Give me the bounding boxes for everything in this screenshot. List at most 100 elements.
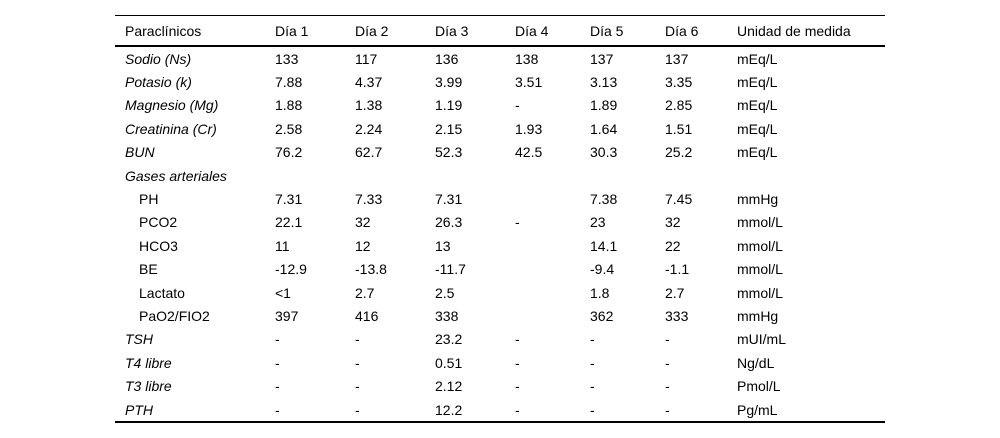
cell-day-6: - — [665, 354, 670, 371]
cell-day-4: 42.5 — [515, 144, 543, 161]
cell-day-5: 23 — [590, 214, 606, 231]
cell-day-6: 1.51 — [665, 120, 693, 137]
cell-day-5 — [590, 164, 665, 187]
cell-day-1: - — [275, 378, 280, 395]
row-label: Gases arteriales — [125, 167, 227, 184]
cell-day-1: 2.58 — [275, 120, 303, 137]
table-row: Potasio (k) 7.88 4.37 3.99 3.51 3.13 3.35 mEq/L — [115, 70, 885, 93]
cell-unit: Pg/mL — [737, 401, 778, 418]
cell-day-5: 1.8 — [590, 284, 610, 301]
table-row: HCO3 11 12 13 14.1 22 mmol/L — [115, 234, 885, 257]
cell-day-6: 137 — [665, 50, 689, 67]
cell-day-2: 1.38 — [355, 97, 383, 114]
cell-day-4: 1.93 — [515, 120, 543, 137]
cell-day-3: 12.2 — [435, 401, 463, 418]
cell-day-3: 13 — [435, 237, 451, 254]
row-label: T3 libre — [125, 378, 172, 395]
cell-unit: mEq/L — [737, 120, 778, 137]
cell-day-6: 25.2 — [665, 144, 693, 161]
cell-day-1: 22.1 — [275, 214, 303, 231]
cell-day-2 — [355, 164, 435, 187]
table-row: BUN 76.2 62.7 52.3 42.5 30.3 25.2 mEq/L — [115, 141, 885, 164]
cell-day-4: - — [515, 214, 520, 231]
cell-day-2: - — [355, 401, 360, 418]
table-row: PCO2 22.1 32 26.3 - 23 32 mmol/L — [115, 211, 885, 234]
row-label: BUN — [125, 144, 155, 161]
cell-day-3: -11.7 — [435, 261, 466, 278]
cell-day-3: 338 — [435, 307, 459, 324]
cell-day-4 — [515, 187, 590, 210]
cell-day-4: - — [515, 401, 520, 418]
table-row: T3 libre - - 2.12 - - - Pmol/L — [115, 374, 885, 397]
cell-unit: Pmol/L — [737, 378, 781, 395]
table-row: BE -12.9 -13.8 -11.7 -9.4 -1.1 mmol/L — [115, 258, 885, 281]
cell-day-6: 333 — [665, 307, 689, 324]
cell-day-3: 136 — [435, 50, 459, 67]
cell-day-1: 11 — [275, 237, 290, 254]
cell-day-6: 32 — [665, 214, 681, 231]
cell-day-2: 416 — [355, 307, 379, 324]
row-label: BE — [139, 261, 158, 278]
cell-day-1: 7.31 — [275, 191, 303, 208]
cell-day-6: 7.45 — [665, 191, 693, 208]
table-row: Gases arteriales — [115, 164, 885, 187]
row-label: Magnesio (Mg) — [125, 97, 219, 114]
cell-day-4: 138 — [515, 50, 539, 67]
cell-day-1 — [275, 164, 355, 187]
cell-day-4 — [515, 258, 590, 281]
cell-day-4: - — [515, 378, 520, 395]
column-header-dia-5: Día 5 — [590, 15, 665, 47]
cell-unit: mmHg — [737, 307, 779, 324]
table-row: Lactato <1 2.7 2.5 1.8 2.7 mmol/L — [115, 281, 885, 304]
cell-day-5: 14.1 — [590, 237, 618, 254]
cell-day-5: 30.3 — [590, 144, 618, 161]
cell-day-5: 3.13 — [590, 74, 618, 91]
cell-day-1: <1 — [275, 284, 291, 301]
cell-unit: mmol/L — [737, 284, 783, 301]
cell-unit: mmol/L — [737, 261, 783, 278]
cell-day-1: - — [275, 401, 280, 418]
cell-day-6: 3.35 — [665, 74, 693, 91]
table-row: PH 7.31 7.33 7.31 7.38 7.45 mmHg — [115, 187, 885, 210]
cell-unit: mEq/L — [737, 74, 778, 91]
column-header-dia-2: Día 2 — [355, 15, 435, 47]
cell-day-5: - — [590, 378, 595, 395]
cell-unit: mEq/L — [737, 144, 778, 161]
cell-day-5: 362 — [590, 307, 614, 324]
cell-day-3: 23.2 — [435, 331, 463, 348]
cell-day-1: 76.2 — [275, 144, 303, 161]
cell-day-2: 4.37 — [355, 74, 383, 91]
paraclinical-results-section: Paraclínicos Día 1 Día 2 Día 3 Día 4 Día… — [115, 15, 885, 424]
cell-unit: Ng/dL — [737, 354, 775, 371]
cell-day-4: - — [515, 97, 520, 114]
cell-unit: mEq/L — [737, 50, 778, 67]
cell-day-3: 2.15 — [435, 120, 463, 137]
cell-day-4: 3.51 — [515, 74, 543, 91]
cell-day-2: 32 — [355, 214, 371, 231]
cell-day-4 — [515, 164, 590, 187]
cell-unit: mmHg — [737, 191, 779, 208]
cell-day-6 — [665, 164, 737, 187]
cell-day-4 — [515, 281, 590, 304]
column-header-dia-4: Día 4 — [515, 15, 590, 47]
cell-day-1: - — [275, 331, 280, 348]
cell-day-6: -1.1 — [665, 261, 690, 278]
cell-day-5: - — [590, 401, 595, 418]
column-header-paraclinicos: Paraclínicos — [115, 15, 275, 47]
cell-day-2: - — [355, 331, 360, 348]
cell-day-3: 0.51 — [435, 354, 463, 371]
cell-day-6: 22 — [665, 237, 681, 254]
cell-day-3: 3.99 — [435, 74, 463, 91]
cell-day-1: -12.9 — [275, 261, 307, 278]
cell-day-6: 2.85 — [665, 97, 693, 114]
cell-day-3: 2.5 — [435, 284, 455, 301]
column-header-unidad: Unidad de medida — [737, 15, 885, 47]
cell-day-2: 2.24 — [355, 120, 383, 137]
table-row: TSH - - 23.2 - - - mUI/mL — [115, 328, 885, 351]
cell-day-5: 137 — [590, 50, 614, 67]
cell-unit: mmol/L — [737, 237, 783, 254]
cell-day-2: -13.8 — [355, 261, 387, 278]
table-row: Magnesio (Mg) 1.88 1.38 1.19 - 1.89 2.85 mEq/L — [115, 94, 885, 117]
lab-results-table: Paraclínicos Día 1 Día 2 Día 3 Día 4 Día… — [115, 15, 885, 424]
cell-day-2: 2.7 — [355, 284, 375, 301]
